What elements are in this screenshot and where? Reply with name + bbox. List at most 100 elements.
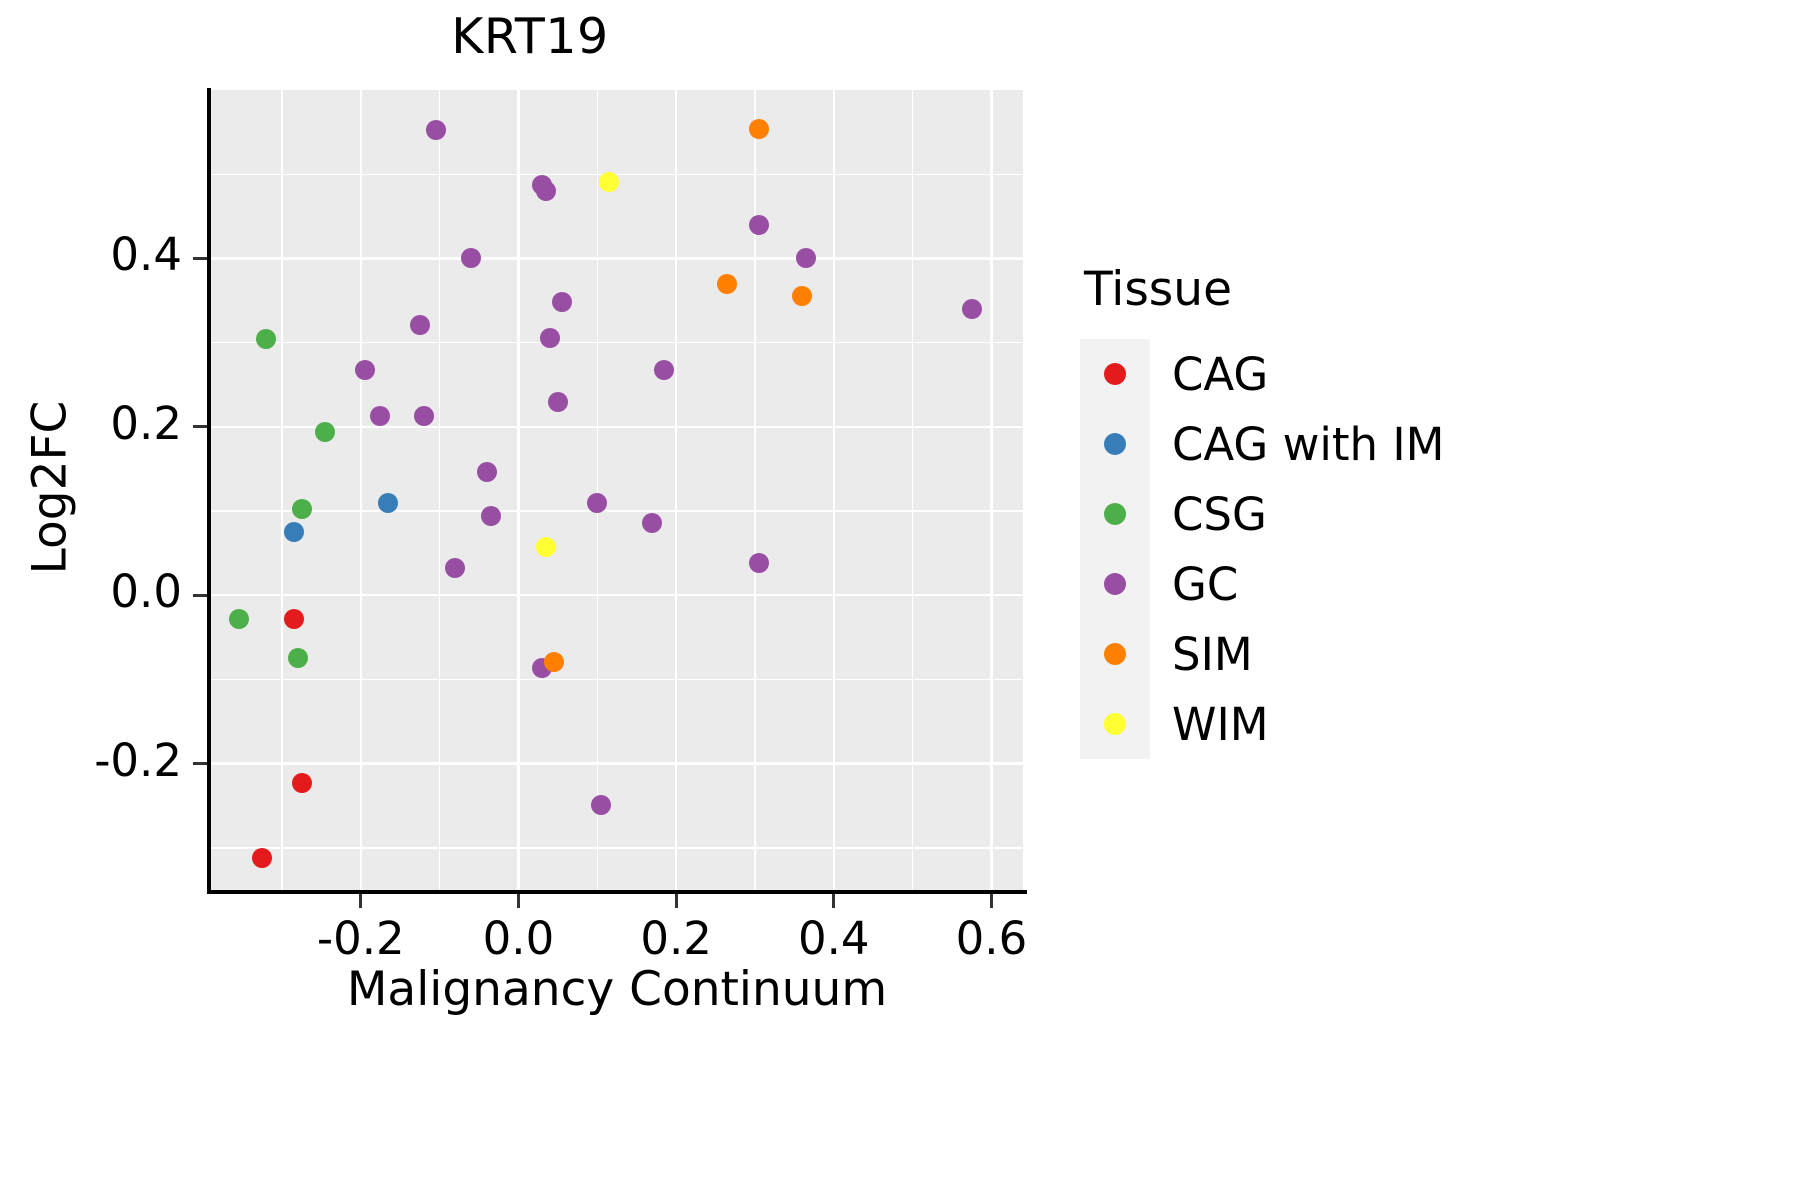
data-point	[654, 360, 675, 381]
gridline-horizontal-minor	[211, 847, 1023, 849]
data-point	[228, 608, 249, 629]
data-point	[413, 405, 434, 426]
data-point	[792, 286, 813, 307]
legend-key-swatch	[1080, 479, 1150, 549]
data-point	[748, 214, 769, 235]
gridline-horizontal-major	[211, 257, 1023, 260]
data-point	[551, 292, 572, 313]
legend-item-label: SIM	[1172, 627, 1253, 681]
x-axis-tick	[989, 894, 993, 908]
legend-item-cag-with-im[interactable]: CAG with IM	[1080, 409, 1580, 479]
legend-item-sim[interactable]: SIM	[1080, 619, 1580, 689]
data-point	[354, 360, 375, 381]
legend-item-label: GC	[1172, 557, 1239, 611]
gridline-horizontal-major	[211, 425, 1023, 429]
legend: Tissue CAG CAG with IM CSG GC SIM WIM	[1080, 262, 1580, 759]
data-point	[543, 651, 564, 672]
data-point	[480, 506, 501, 527]
legend-item-label: CAG with IM	[1172, 417, 1445, 471]
legend-title: Tissue	[1084, 262, 1232, 317]
y-axis-tick	[193, 762, 207, 766]
legend-dot-icon	[1104, 503, 1126, 525]
legend-item-label: CSG	[1172, 487, 1267, 541]
gridline-vertical-major	[832, 90, 835, 890]
gridline-horizontal-minor	[211, 341, 1023, 344]
data-point	[599, 171, 620, 192]
x-axis-tick	[516, 894, 520, 908]
data-point	[961, 298, 982, 319]
data-point	[587, 492, 608, 513]
legend-dot-icon	[1104, 643, 1126, 665]
gridline-horizontal-minor	[211, 678, 1023, 681]
gridline-horizontal-minor	[211, 173, 1023, 175]
legend-key-swatch	[1080, 549, 1150, 619]
legend-item-cag[interactable]: CAG	[1080, 339, 1580, 409]
legend-key-swatch	[1080, 689, 1150, 759]
data-point	[536, 537, 557, 558]
data-point	[291, 773, 312, 794]
legend-item-wim[interactable]: WIM	[1080, 689, 1580, 759]
x-axis-tick-label: 0.2	[640, 912, 712, 965]
x-axis-tick-label: -0.2	[316, 912, 405, 965]
gridline-vertical-minor	[754, 90, 756, 890]
legend-item-gc[interactable]: GC	[1080, 549, 1580, 619]
y-axis-label: Log2FC	[22, 400, 78, 575]
data-point	[315, 421, 336, 442]
y-axis-tick-label: -0.2	[94, 733, 182, 787]
data-point	[717, 273, 738, 294]
data-point	[539, 328, 560, 349]
legend-entries: CAG CAG with IM CSG GC SIM WIM	[1080, 339, 1580, 759]
legend-item-label: WIM	[1172, 697, 1269, 751]
gridline-vertical-major	[674, 90, 678, 890]
data-point	[476, 462, 497, 483]
y-axis-tick-label: 0.4	[110, 228, 182, 282]
data-point	[287, 647, 308, 668]
gridline-vertical-minor	[438, 90, 441, 890]
legend-dot-icon	[1104, 573, 1126, 595]
data-point	[591, 794, 612, 815]
y-axis-line	[207, 88, 211, 892]
data-point	[378, 492, 399, 513]
x-axis-tick-label: 0.0	[482, 912, 555, 965]
x-axis-tick	[674, 894, 678, 908]
x-axis-tick	[359, 894, 363, 908]
gridline-vertical-major	[517, 90, 520, 890]
data-point	[291, 499, 312, 520]
y-axis-tick-label: 0.0	[110, 565, 182, 619]
data-point	[409, 314, 430, 335]
legend-item-label: CAG	[1172, 347, 1269, 401]
gridline-horizontal-minor	[211, 510, 1023, 512]
y-axis-tick	[193, 256, 207, 260]
data-point	[370, 405, 391, 426]
gridline-vertical-minor	[911, 90, 914, 890]
data-point	[283, 608, 304, 629]
data-point	[642, 512, 663, 533]
data-point	[445, 558, 466, 579]
legend-key-swatch	[1080, 339, 1150, 409]
y-axis-tick	[193, 425, 207, 429]
data-point	[748, 553, 769, 574]
legend-key-swatch	[1080, 619, 1150, 689]
legend-key-swatch	[1080, 409, 1150, 479]
data-point	[547, 391, 568, 412]
x-axis-line	[207, 890, 1027, 894]
data-point	[256, 329, 277, 350]
x-axis-tick-label: 0.6	[955, 912, 1028, 965]
data-point	[796, 248, 817, 269]
data-point	[748, 118, 769, 139]
gridline-vertical-minor	[281, 90, 283, 890]
data-point	[252, 848, 273, 868]
gridline-horizontal-major	[211, 594, 1023, 597]
data-point	[283, 522, 304, 543]
x-axis-tick-label: 0.4	[797, 912, 870, 965]
legend-dot-icon	[1104, 713, 1126, 735]
gridline-vertical-major	[990, 90, 993, 890]
legend-item-csg[interactable]: CSG	[1080, 479, 1580, 549]
data-point	[461, 247, 482, 268]
legend-dot-icon	[1104, 433, 1126, 455]
page-title: KRT19	[451, 8, 609, 65]
gridline-vertical-major	[359, 90, 362, 890]
gridline-horizontal-major	[211, 762, 1023, 765]
legend-dot-icon	[1104, 363, 1126, 385]
